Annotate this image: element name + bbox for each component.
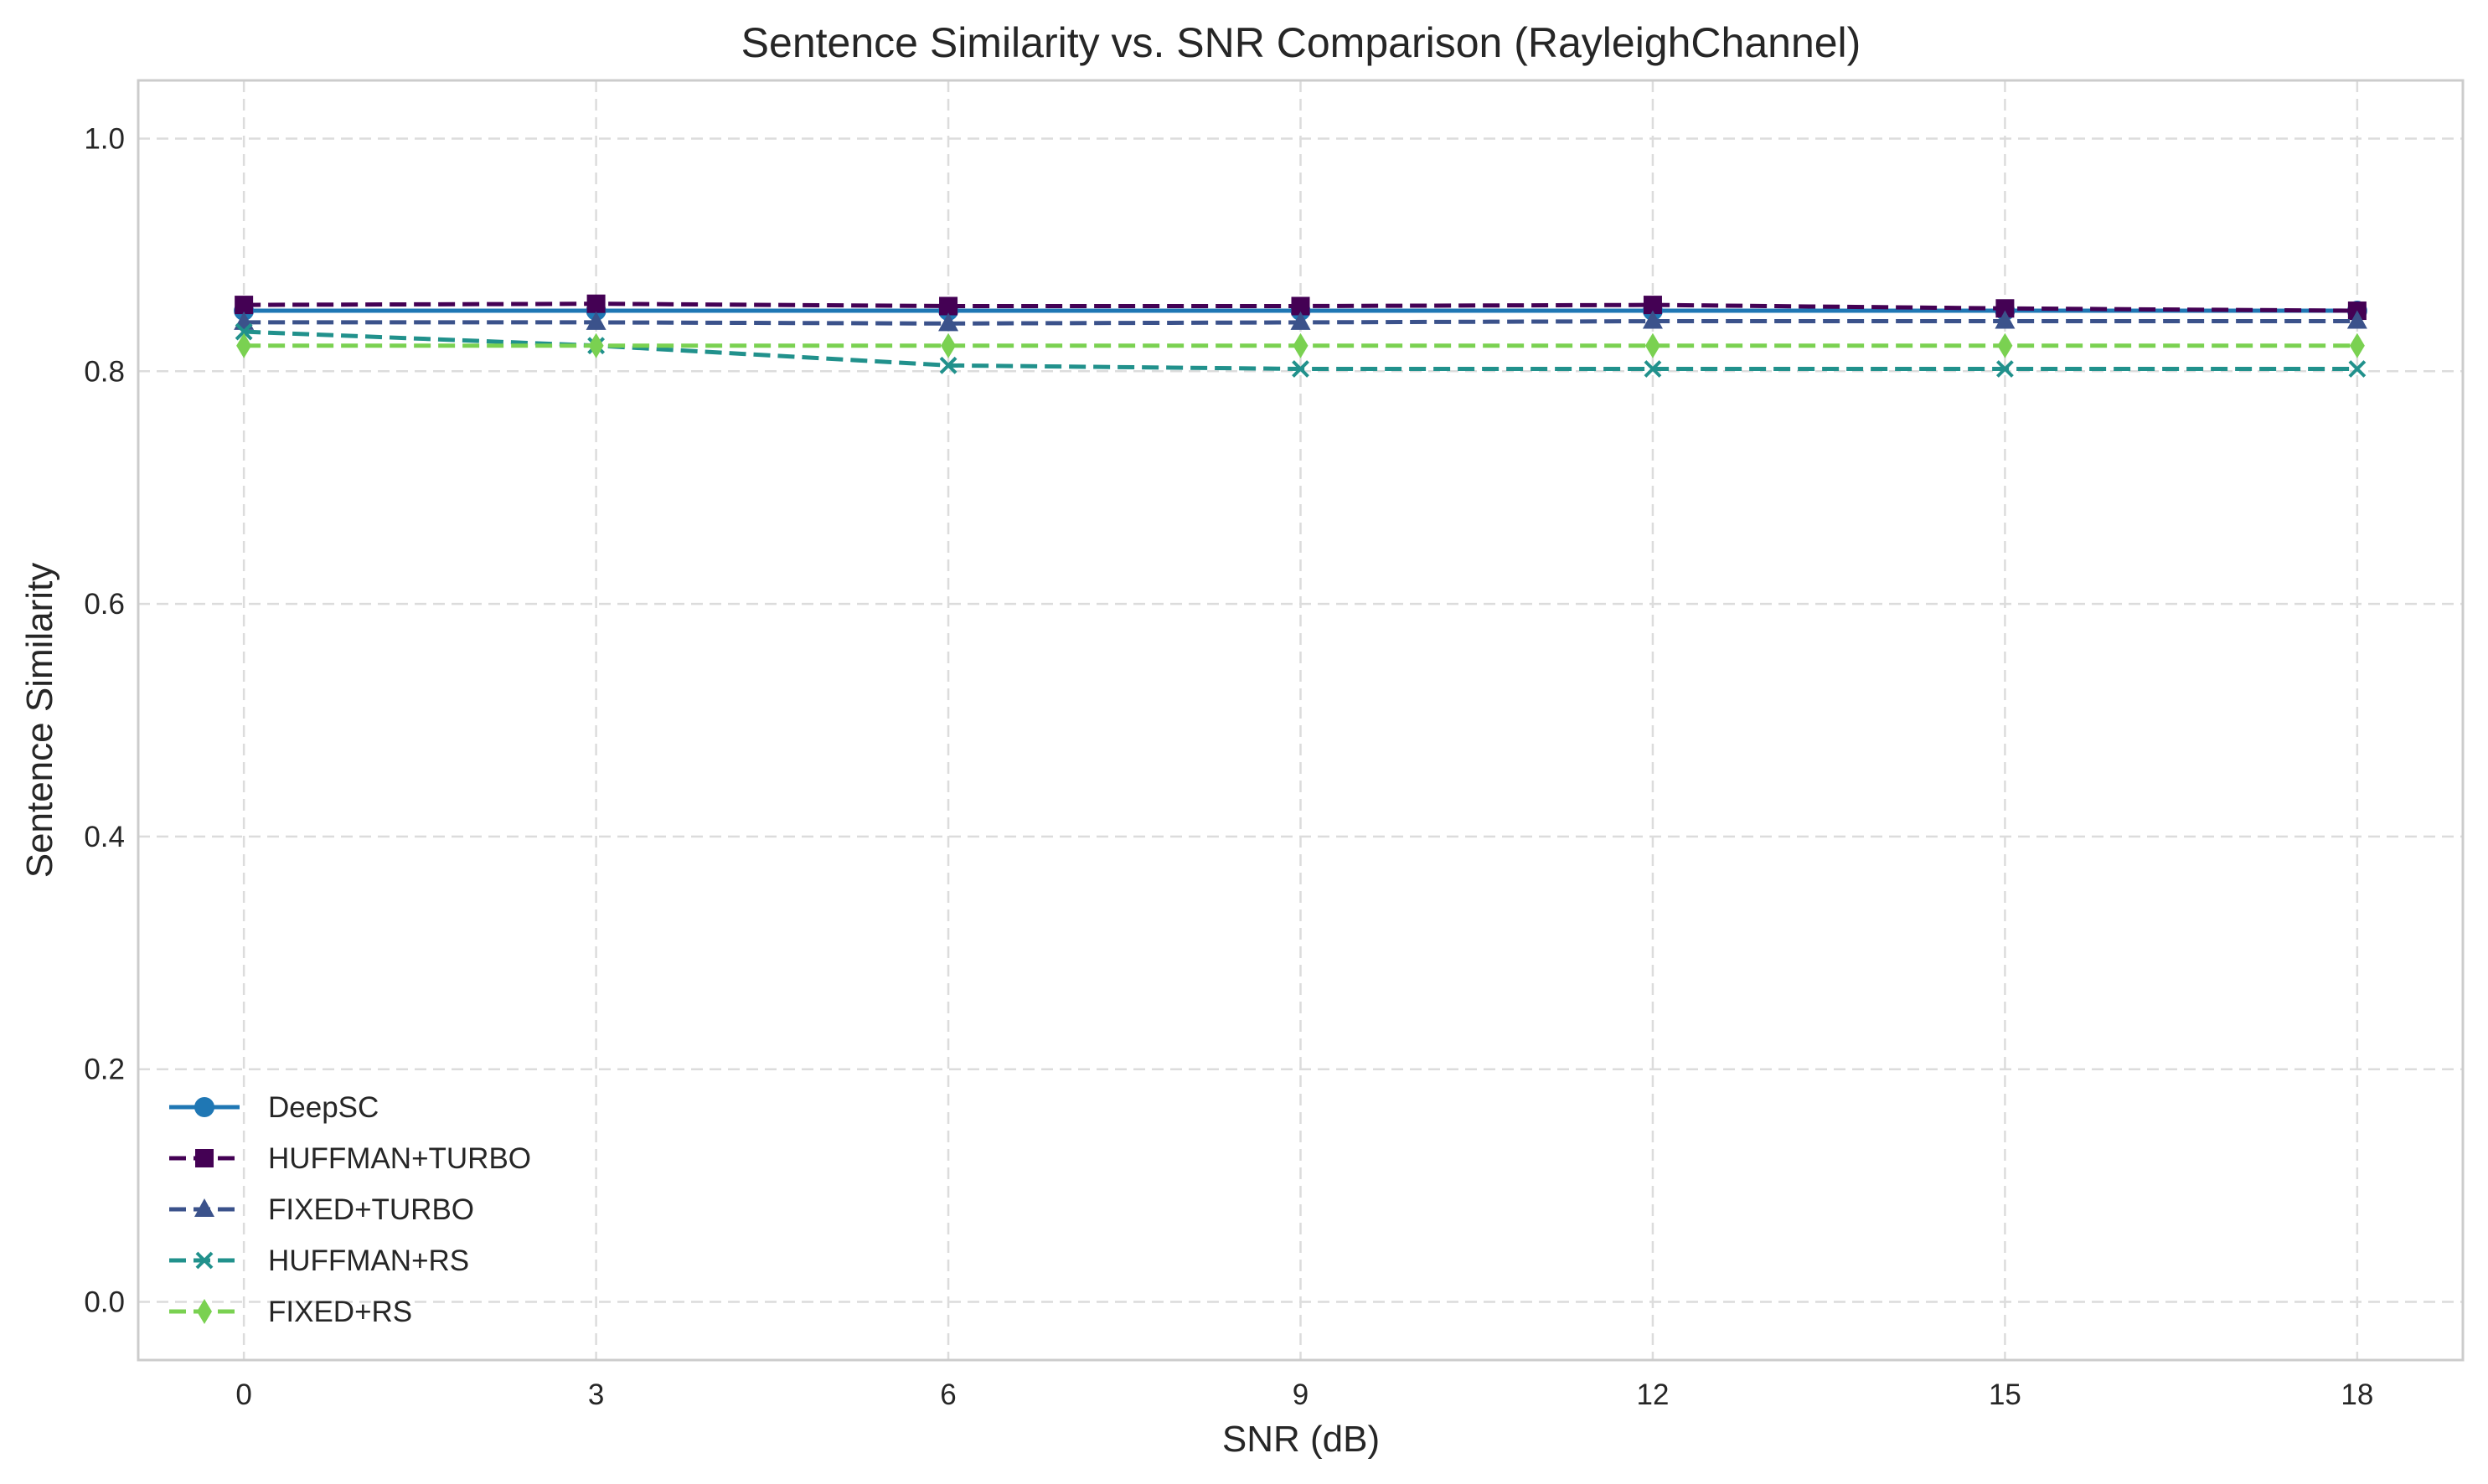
legend-label: FIXED+RS [268,1296,412,1328]
legend-swatch-marker [197,1299,212,1324]
data-point [235,322,253,341]
data-point [1643,296,1662,315]
y-tick-label: 0.4 [84,821,125,853]
data-point [235,296,254,315]
y-axis-label: Sentence Similarity [19,563,60,879]
data-point [939,356,958,374]
series-fixed-rs [236,332,2365,358]
data-point [1644,332,1660,358]
data-point [941,332,957,358]
data-point [1290,311,1311,330]
data-point [938,312,959,332]
data-point [1642,310,1663,329]
data-point [939,296,958,316]
data-point [1292,360,1309,378]
data-point [1995,299,2015,318]
legend-entry: FIXED+TURBO [169,1193,474,1226]
chart-title: Sentence Similarity vs. SNR Comparison (… [741,19,1861,66]
y-tick-label: 1.0 [84,122,125,155]
data-point [1995,360,2014,378]
y-tick-label: 0.6 [84,588,125,621]
x-tick-label: 6 [940,1378,956,1411]
legend-label: HUFFMAN+TURBO [268,1142,531,1175]
data-point [236,332,252,358]
y-tick-label: 0.2 [84,1054,125,1086]
data-point [588,332,604,358]
legend-label: HUFFMAN+RS [268,1244,469,1277]
x-tick-label: 0 [235,1378,251,1411]
legend-swatch-marker [194,1097,214,1117]
legend-entry: FIXED+RS [169,1296,412,1328]
plot-frame [137,79,2465,1362]
data-point [1644,360,1662,378]
x-axis-label: SNR (dB) [1222,1419,1380,1460]
data-point [2349,332,2365,358]
y-tick-label: 0.0 [84,1286,125,1319]
legend-swatch-marker [194,1198,214,1217]
data-point [586,311,607,330]
data-point [1997,332,2013,358]
series [234,294,2367,378]
legend-swatch-marker [195,1251,214,1270]
data-point [2346,310,2367,329]
data-point [586,294,606,313]
legend-label: DeepSC [268,1091,379,1124]
data-point [1995,310,2016,329]
legend-entry: HUFFMAN+TURBO [169,1142,531,1175]
data-point [1293,332,1309,358]
legend-entry: HUFFMAN+RS [169,1244,469,1277]
y-tick-label: 0.8 [84,355,125,388]
data-point [2348,360,2367,378]
data-point [1291,296,1310,316]
x-tick-label: 12 [1636,1378,1669,1411]
legend-label: FIXED+TURBO [268,1193,474,1226]
x-tick-label: 3 [588,1378,604,1411]
x-axis-ticks: 0 3 6 9 12 15 18 [235,1378,2373,1411]
x-tick-label: 9 [1293,1378,1309,1411]
y-axis-ticks: 0.0 0.2 0.4 0.6 0.8 1.0 [84,122,125,1318]
x-tick-label: 18 [2341,1378,2373,1411]
legend: DeepSC HUFFMAN+TURBO FIXED+TURBO HUFFMAN+RS… [169,1091,531,1328]
legend-entry: DeepSC [169,1091,379,1124]
legend-swatch-marker [195,1149,214,1167]
x-tick-label: 15 [1989,1378,2021,1411]
